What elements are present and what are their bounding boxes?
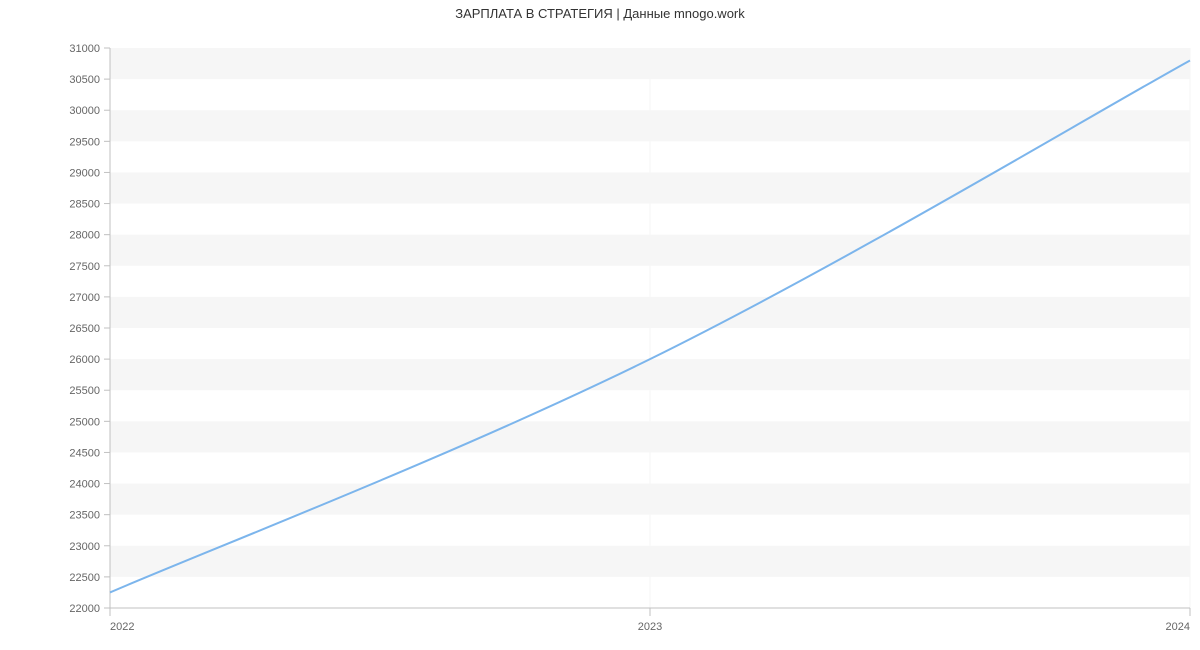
y-tick-label: 24000 — [69, 479, 100, 491]
y-tick-label: 29000 — [69, 167, 100, 179]
y-tick-label: 25500 — [69, 385, 100, 397]
y-tick-label: 31000 — [69, 43, 100, 55]
chart-svg: 22000 22500 23000 23500 24000 24500 25000 25500… — [0, 0, 1200, 650]
y-tick-label: 23000 — [69, 541, 100, 553]
chart-title: ЗАРПЛАТА В СТРАТЕГИЯ | Данные mnogo.work — [0, 6, 1200, 21]
y-tick-label: 23500 — [69, 510, 100, 522]
x-tick-label: 2022 — [110, 621, 134, 633]
y-tick-label: 30000 — [69, 105, 100, 117]
y-tick-label: 26500 — [69, 323, 100, 335]
y-tick-label: 26000 — [69, 354, 100, 366]
salary-line-chart: ЗАРПЛАТА В СТРАТЕГИЯ | Данные mnogo.work… — [0, 0, 1200, 650]
y-tick-label: 25000 — [69, 416, 100, 428]
y-tick-label: 24500 — [69, 447, 100, 459]
y-tick-label: 22500 — [69, 572, 100, 584]
y-tick-label: 22000 — [69, 603, 100, 615]
y-tick-label: 28500 — [69, 199, 100, 211]
y-tick-label: 30500 — [69, 74, 100, 86]
y-tick-label: 27500 — [69, 261, 100, 273]
y-tick-label: 28000 — [69, 230, 100, 242]
x-tick-label: 2023 — [638, 621, 662, 633]
x-tick-label: 2024 — [1166, 621, 1190, 633]
y-tick-label: 27000 — [69, 292, 100, 304]
y-tick-label: 29500 — [69, 136, 100, 148]
